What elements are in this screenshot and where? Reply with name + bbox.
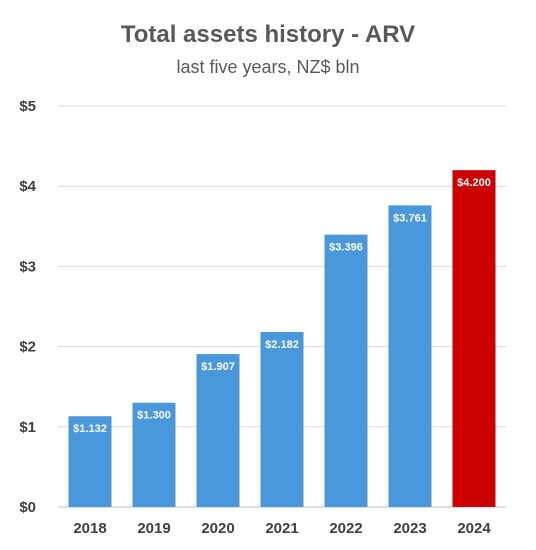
data-labels: $1.132 $1.300 $1.907 $2.182 $3.396 $3.761 $4.2…	[73, 177, 491, 435]
bar-2023	[388, 205, 432, 507]
data-label-2024: $4.200	[457, 177, 491, 189]
y-tick-label: $2	[19, 339, 36, 356]
bar-2022	[324, 234, 368, 507]
y-tick-label: $1	[19, 419, 36, 436]
x-tick-label-2018: 2018	[73, 520, 106, 537]
y-tick-label: $4	[19, 178, 36, 195]
y-tick-label: $5	[19, 98, 36, 115]
x-axis-ticks: 2018 2019 2020 2021 2022 2023 2024	[73, 520, 491, 537]
x-tick-label-2022: 2022	[329, 520, 362, 537]
y-tick-label: $0	[19, 499, 36, 516]
bar-2020	[196, 354, 240, 507]
y-axis-ticks: $0 $1 $2 $3 $4 $5	[19, 98, 36, 516]
bars	[68, 170, 496, 507]
data-label-2023: $3.761	[393, 212, 427, 224]
chart-title: Total assets history - ARV	[121, 21, 415, 48]
x-tick-label-2021: 2021	[265, 520, 298, 537]
x-tick-label-2020: 2020	[201, 520, 234, 537]
x-tick-label-2023: 2023	[393, 520, 426, 537]
bar-2019	[132, 402, 176, 507]
data-label-2018: $1.132	[73, 423, 107, 435]
bar-2024	[452, 170, 496, 507]
chart-subtitle: last five years, NZ$ bln	[176, 57, 359, 77]
x-tick-label-2019: 2019	[137, 520, 170, 537]
x-tick-label-2024: 2024	[457, 520, 491, 537]
data-label-2019: $1.300	[137, 410, 171, 422]
data-label-2021: $2.182	[265, 339, 299, 351]
data-label-2020: $1.907	[201, 361, 235, 373]
data-label-2022: $3.396	[329, 242, 363, 254]
bar-2021	[260, 332, 304, 507]
y-tick-label: $3	[19, 258, 36, 275]
bar-2018	[68, 416, 112, 507]
